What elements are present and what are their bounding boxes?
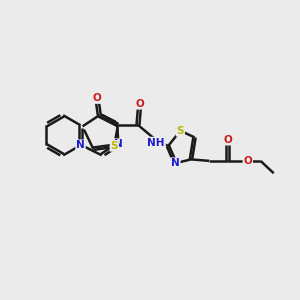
Text: O: O: [223, 135, 232, 145]
Text: O: O: [243, 156, 252, 166]
Text: O: O: [135, 99, 144, 109]
Text: N: N: [114, 139, 123, 149]
Text: N: N: [76, 140, 85, 150]
Text: NH: NH: [148, 138, 165, 148]
Text: S: S: [177, 126, 184, 136]
Text: N: N: [171, 158, 180, 168]
Text: S: S: [110, 141, 118, 151]
Text: O: O: [92, 93, 101, 103]
